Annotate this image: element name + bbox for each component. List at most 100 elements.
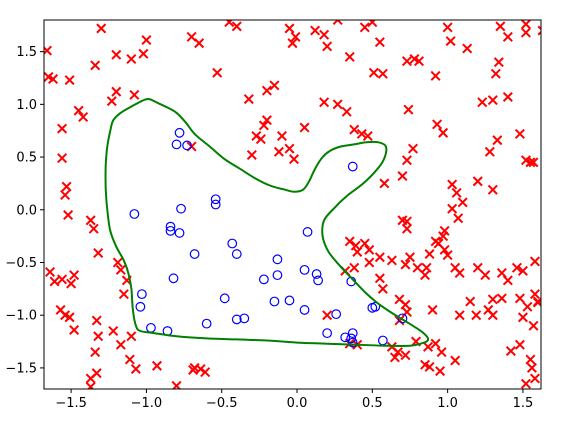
x-marker (91, 315, 102, 326)
x-marker (528, 157, 539, 168)
x-marker (514, 339, 525, 350)
x-marker (480, 270, 491, 281)
o-marker (210, 194, 221, 205)
x-tick-label: 0.5 (362, 396, 383, 411)
o-marker (258, 274, 269, 285)
o-marker (272, 254, 283, 265)
x-marker (454, 310, 465, 321)
o-marker (239, 313, 250, 324)
x-marker (61, 181, 72, 192)
x-marker (261, 85, 272, 96)
y-tick-label: 0.5 (16, 151, 37, 166)
o-marker (201, 318, 212, 329)
x-marker (514, 128, 525, 139)
x-marker (332, 20, 343, 26)
x-marker (404, 252, 415, 263)
o-marker (231, 314, 242, 325)
x-marker (514, 293, 525, 304)
x-marker (436, 347, 447, 358)
x-marker (403, 104, 414, 115)
x-marker (439, 225, 450, 236)
x-marker (64, 312, 75, 323)
x-marker (392, 347, 403, 358)
x-marker (243, 94, 254, 105)
x-marker (453, 213, 464, 224)
o-marker (171, 139, 182, 150)
x-marker (445, 36, 456, 47)
x-marker (401, 223, 412, 234)
x-marker (349, 124, 360, 135)
x-marker (85, 373, 96, 384)
x-marker (442, 250, 453, 261)
x-marker (439, 244, 450, 255)
x-marker (487, 95, 498, 106)
x-marker (377, 68, 388, 79)
decision-boundary-line (104, 97, 430, 347)
x-marker (367, 20, 378, 28)
x-marker (505, 346, 516, 357)
x-marker (435, 366, 446, 377)
x-marker (462, 43, 473, 54)
x-marker (484, 146, 495, 157)
x-tick-label: −1.5 (55, 396, 87, 411)
x-marker (502, 31, 513, 42)
x-tick-label: 1.0 (437, 396, 458, 411)
x-marker (115, 264, 126, 275)
o-marker (397, 313, 408, 324)
x-tick-label: 0.0 (287, 396, 308, 411)
x-marker (537, 25, 541, 36)
x-marker (412, 262, 423, 273)
o-marker (165, 225, 176, 236)
x-marker (126, 54, 137, 65)
o-marker (189, 249, 200, 259)
o-marker (313, 275, 324, 286)
x-marker (93, 247, 104, 259)
x-marker (96, 23, 107, 34)
plot-area (44, 20, 541, 389)
x-marker (69, 270, 80, 281)
x-marker (49, 276, 60, 287)
o-marker (331, 309, 342, 320)
o-marker (347, 161, 358, 172)
x-marker (490, 68, 501, 79)
x-marker (255, 134, 266, 145)
x-marker (108, 326, 119, 337)
x-marker (451, 187, 462, 198)
o-marker (340, 332, 351, 343)
x-marker (90, 347, 101, 358)
o-marker (176, 203, 186, 214)
x-marker (487, 294, 498, 305)
x-marker (118, 289, 129, 300)
x-marker (276, 130, 287, 141)
x-marker (188, 365, 199, 376)
x-marker (525, 157, 536, 168)
o-marker (346, 333, 357, 344)
x-marker (69, 324, 80, 335)
x-marker (423, 341, 434, 352)
y-tick-label: −1.0 (5, 309, 37, 324)
plot-inner (44, 20, 541, 389)
x-marker (447, 179, 458, 190)
x-marker (359, 22, 370, 33)
x-marker (352, 246, 363, 257)
x-marker (57, 153, 68, 164)
x-marker (356, 128, 367, 139)
x-marker (379, 178, 390, 189)
x-marker (341, 106, 352, 117)
x-marker (421, 262, 432, 273)
x-marker (63, 210, 74, 221)
x-marker (151, 360, 162, 371)
o-marker (299, 305, 310, 315)
x-marker (529, 373, 540, 384)
x-marker (529, 256, 540, 267)
o-marker (210, 199, 221, 210)
x-marker (400, 350, 411, 361)
series-x-markers (44, 20, 541, 389)
y-tick-label: 1.5 (16, 45, 37, 60)
x-marker (517, 265, 528, 276)
x-marker (258, 120, 269, 131)
o-marker (299, 264, 310, 275)
x-marker (525, 354, 536, 365)
x-marker (48, 74, 59, 85)
